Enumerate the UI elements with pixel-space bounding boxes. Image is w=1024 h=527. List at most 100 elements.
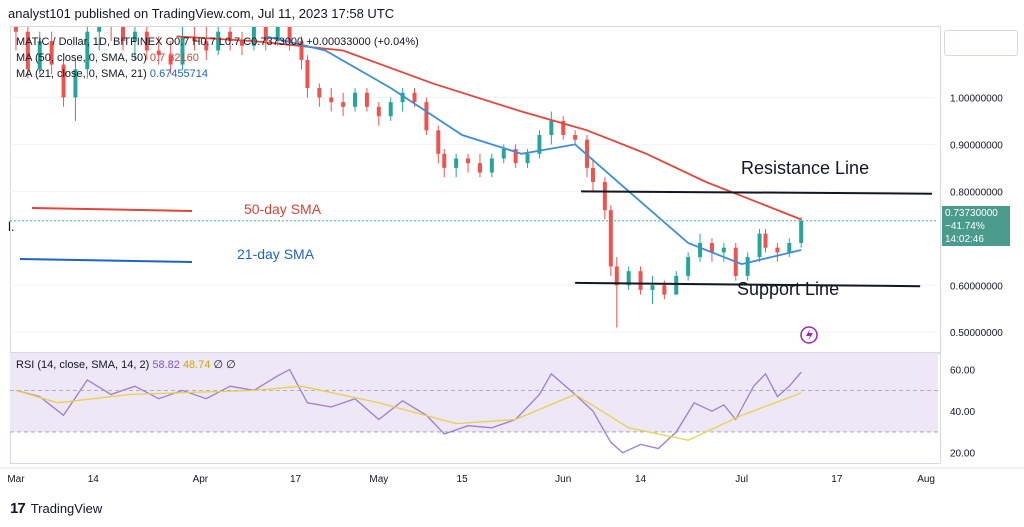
- time-tick-label: 14: [635, 474, 647, 485]
- ma21-legend[interactable]: MA (21, close, 0, SMA, 21) 0.67455714: [16, 68, 208, 80]
- candle-body: [674, 275, 679, 295]
- candle-body: [317, 88, 322, 98]
- candle-body: [376, 106, 381, 117]
- candle-body: [192, 36, 197, 42]
- sma21-annotation: 21-day SMA: [237, 246, 315, 262]
- candle-body: [466, 158, 471, 164]
- rsi-tick-label: 40.00: [950, 407, 975, 418]
- candle-body: [251, 27, 256, 46]
- last-price-tag: 0.73730000 −41.74% 14:02:46: [942, 206, 1010, 246]
- sma50-annotation: 50-day SMA: [244, 201, 322, 217]
- candle-body: [608, 210, 613, 267]
- candle-body: [686, 257, 691, 276]
- candle-body: [626, 271, 631, 286]
- candle-body: [477, 163, 482, 173]
- time-tick-label: Jul: [735, 474, 748, 485]
- tradingview-brand: TradingView: [30, 501, 103, 516]
- candle-body: [97, 27, 102, 32]
- candle-body: [204, 41, 209, 51]
- sma21-legend-sample: [19, 258, 193, 263]
- candle-body: [61, 64, 66, 98]
- time-tick-label: Apr: [193, 474, 209, 485]
- cropped-text-fragment: l.: [8, 219, 15, 234]
- sma50-legend-sample: [31, 207, 193, 212]
- last-change: −41.74%: [945, 221, 985, 232]
- time-tick-label: Jun: [555, 474, 571, 485]
- rsi-plot: [10, 353, 938, 454]
- scale-settings-button[interactable]: [944, 30, 1018, 56]
- publish-header: analyst101 published on TradingView.com,…: [8, 6, 395, 21]
- resistance-trendline: [581, 190, 933, 195]
- candle-body: [263, 27, 268, 42]
- candle-body: [698, 243, 703, 258]
- candle-body: [305, 59, 310, 89]
- price-tick-label: 0.60000000: [950, 281, 1003, 292]
- time-tick-label: 14: [88, 474, 100, 485]
- candle-body: [216, 31, 221, 51]
- price-plot: [10, 27, 938, 328]
- price-axis[interactable]: [940, 26, 1024, 462]
- price-tick-label: 0.50000000: [950, 328, 1003, 339]
- bar-countdown: 14:02:46: [945, 234, 984, 245]
- ma50-legend[interactable]: MA (50, close, 0, SMA, 50) 0.7 32160: [16, 52, 199, 64]
- candle-body: [121, 27, 126, 42]
- candle-body: [13, 27, 18, 32]
- candle-body: [73, 69, 78, 98]
- candle-body: [341, 102, 346, 107]
- time-tick-label: Aug: [917, 474, 935, 485]
- candle-body: [799, 220, 804, 243]
- candle-body: [85, 31, 90, 70]
- candle-body: [525, 153, 530, 164]
- support-line-label: Support Line: [737, 279, 840, 299]
- symbol-title: MATIC / Dollar, 1D, BITFINEX: [16, 36, 163, 48]
- time-tick-label: 17: [831, 474, 843, 485]
- candle-body: [299, 41, 304, 60]
- candle-body: [364, 92, 369, 107]
- rsi-tick-label: 20.00: [950, 449, 975, 460]
- time-tick-label: 15: [457, 474, 469, 485]
- candle-body: [614, 266, 619, 286]
- price-tick-label: 1.00000000: [950, 93, 1003, 104]
- candle-body: [709, 243, 714, 253]
- ma50-value: 0.7 32160: [149, 52, 199, 64]
- candle-body: [49, 41, 54, 65]
- candle-body: [489, 158, 494, 173]
- price-tick-label: 0.90000000: [950, 140, 1003, 151]
- ma50-label: MA (50, close, 0, SMA, 50): [16, 52, 147, 64]
- candle-body: [638, 271, 643, 290]
- candle-body: [549, 120, 554, 135]
- time-tick-label: May: [369, 474, 388, 485]
- candle-body: [180, 36, 185, 65]
- rsi-tick-label: 60.00: [950, 366, 975, 377]
- symbol-legend[interactable]: MATIC / Dollar, 1D, BITFINEX O0.7 H0.7 L…: [16, 36, 419, 48]
- candle-body: [156, 50, 161, 56]
- candle-body: [650, 285, 655, 290]
- resistance-line-label: Resistance Line: [741, 158, 870, 178]
- time-tick-label: Mar: [7, 474, 25, 485]
- candle-body: [775, 247, 780, 253]
- tradingview-footer[interactable]: 17 TradingView: [10, 500, 102, 517]
- candle-body: [501, 149, 506, 159]
- sma21-line: [265, 35, 802, 266]
- candle-body: [590, 167, 595, 182]
- lightning-icon-bolt: [806, 329, 813, 341]
- rsi-label: RSI (14, close, SMA, 14, 2): [16, 359, 150, 371]
- candle-body: [602, 181, 607, 211]
- candle-body: [787, 243, 792, 253]
- candle-body: [745, 257, 750, 276]
- candle-body: [757, 233, 762, 258]
- candle-body: [228, 31, 233, 42]
- ma21-value: 0.67455714: [149, 68, 209, 80]
- tradingview-logo-icon: 17: [10, 500, 26, 517]
- candle-body: [353, 92, 358, 107]
- candle-body: [388, 102, 393, 117]
- candle-body: [436, 130, 441, 154]
- lightning-icon: [800, 326, 818, 344]
- candle-body: [721, 247, 726, 253]
- rsi-extra: ∅ ∅: [213, 359, 236, 371]
- candle-body: [513, 149, 518, 164]
- candle-body: [287, 27, 292, 42]
- rsi-legend[interactable]: RSI (14, close, SMA, 14, 2) 58.82 48.74 …: [16, 358, 236, 371]
- candle-body: [329, 97, 334, 103]
